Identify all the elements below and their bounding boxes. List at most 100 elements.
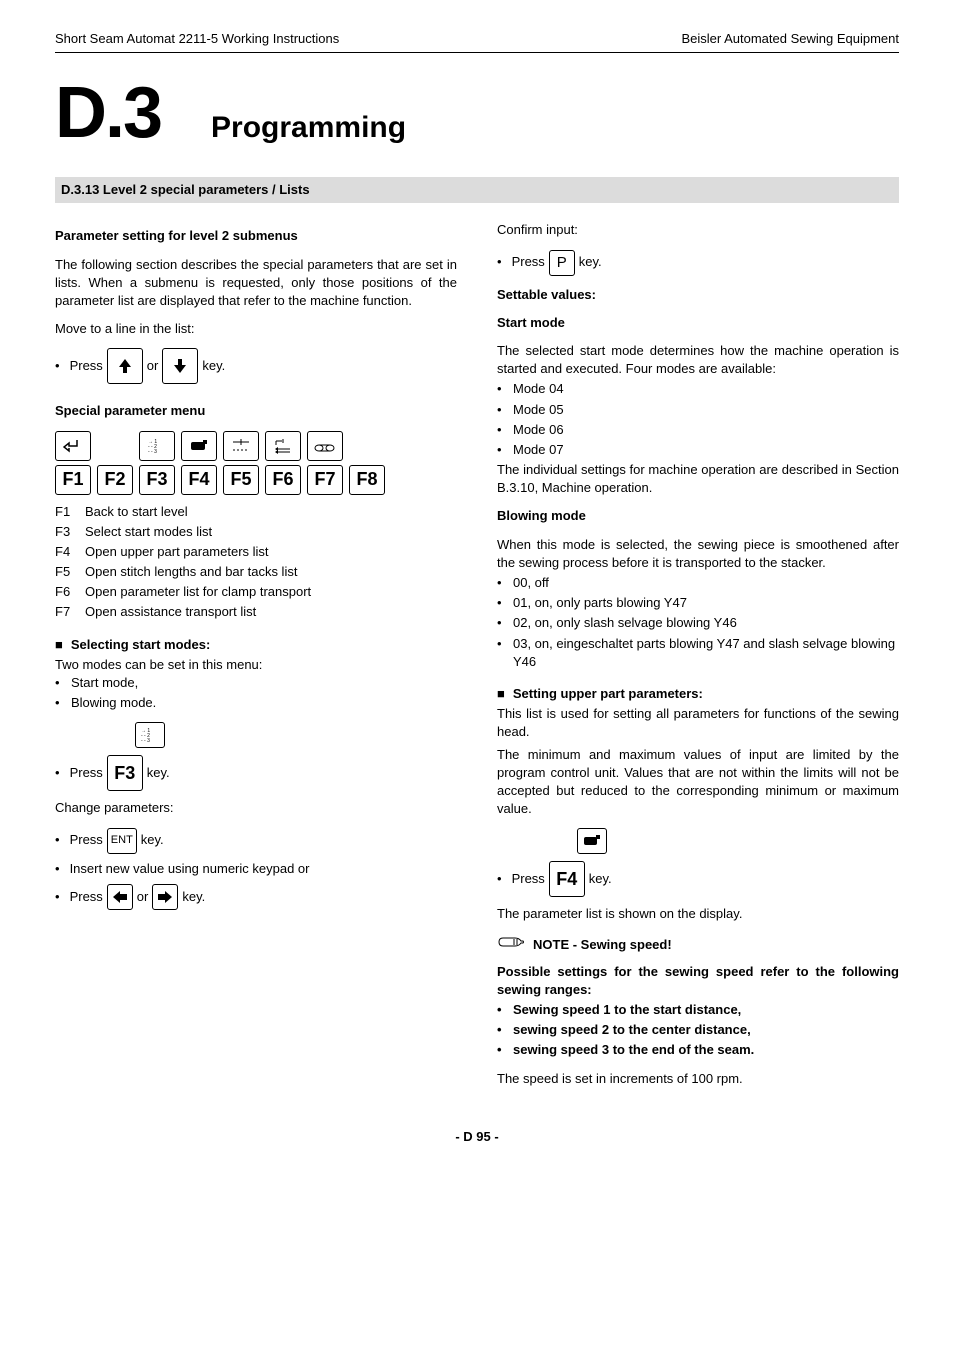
svg-text:- - 3: - - 3 [141, 738, 150, 743]
fn-definitions: F1Back to start level F3Select start mod… [55, 503, 457, 622]
left-column: Parameter setting for level 2 submenus T… [55, 221, 457, 1097]
key-label: key. [589, 870, 612, 888]
selecting-modes-intro: Two modes can be set in this menu: [55, 656, 457, 674]
arrow-left-key-icon [107, 884, 133, 910]
f4-key-icon: F4 [181, 465, 217, 495]
press-label: Press [70, 357, 103, 375]
list-item: Mode 07 [497, 441, 899, 459]
param-list-shown: The parameter list is shown on the displ… [497, 905, 899, 923]
f6-clamp-icon [265, 431, 301, 461]
f8-key-icon: F8 [349, 465, 385, 495]
arrow-down-key-icon [162, 348, 198, 384]
title-block: D.3 Programming [55, 81, 899, 149]
hand-pointing-icon [497, 933, 525, 956]
def-val: Back to start level [85, 503, 188, 521]
header-left: Short Seam Automat 2211-5 Working Instru… [55, 30, 339, 48]
or-label: or [137, 888, 149, 906]
list-item: Mode 04 [497, 380, 899, 398]
list-item: 01, on, only parts blowing Y47 [497, 594, 899, 612]
f4-upper-part-icon [181, 431, 217, 461]
f4-upper-small-icon [577, 828, 607, 854]
or-label: or [147, 357, 159, 375]
note-items-list: Sewing speed 1 to the start distance, se… [497, 1001, 899, 1060]
section-number: D.3 [55, 81, 161, 146]
blowing-mode-title: Blowing mode [497, 507, 899, 525]
press-label: Press [512, 253, 545, 271]
insert-value-line: Insert new value using numeric keypad or [55, 860, 457, 878]
list-item: sewing speed 3 to the end of the seam. [497, 1041, 899, 1059]
change-params-text: Change parameters: [55, 799, 457, 817]
note-line: NOTE - Sewing speed! [497, 933, 899, 956]
start-mode-title: Start mode [497, 314, 899, 332]
def-val: Select start modes list [85, 523, 212, 541]
press-left-right-line: Press or key. [55, 884, 457, 910]
press-label: Press [512, 870, 545, 888]
insert-value-text: Insert new value using numeric keypad or [70, 860, 310, 878]
settable-values-title: Settable values: [497, 286, 899, 304]
list-item: Start mode, [55, 674, 457, 692]
selecting-modes-heading: Selecting start modes: [55, 636, 457, 654]
confirm-input-text: Confirm input: [497, 221, 899, 239]
f3-key-icon: F3 [139, 465, 175, 495]
f6-key-icon: F6 [265, 465, 301, 495]
press-f3-line: Press F3 key. [55, 755, 457, 791]
press-arrow-keys-line: Press or key. [55, 348, 457, 384]
def-key: F6 [55, 583, 85, 601]
key-label: key. [579, 253, 602, 271]
def-val: Open stitch lengths and bar tacks list [85, 563, 297, 581]
page-footer: - D 95 - [55, 1128, 899, 1146]
list-item: Mode 06 [497, 421, 899, 439]
list-item: 03, on, eingeschaltet parts blowing Y47 … [497, 635, 899, 671]
f3-list-icon: → 1- - 2- - 3 [139, 431, 175, 461]
note-title: NOTE - Sewing speed! [533, 936, 672, 954]
special-menu-title: Special parameter menu [55, 402, 457, 420]
f2-key-icon: F2 [97, 465, 133, 495]
list-item: 02, on, only slash selvage blowing Y46 [497, 614, 899, 632]
def-key: F3 [55, 523, 85, 541]
key-label: key. [202, 357, 225, 375]
speed-tail: The speed is set in increments of 100 rp… [497, 1070, 899, 1088]
upper-body2: The minimum and maximum values of input … [497, 746, 899, 819]
def-val: Open upper part parameters list [85, 543, 269, 561]
key-label: key. [141, 831, 164, 849]
upper-params-heading: Setting upper part parameters: [497, 685, 899, 703]
header-right: Beisler Automated Sewing Equipment [681, 30, 899, 48]
svg-text:- - 3: - - 3 [148, 449, 157, 455]
key-label: key. [147, 764, 170, 782]
p-key-icon: P [549, 250, 575, 276]
f5-key-icon: F5 [223, 465, 259, 495]
press-label: Press [70, 888, 103, 906]
blowing-mode-body: When this mode is selected, the sewing p… [497, 536, 899, 572]
def-val: Open parameter list for clamp transport [85, 583, 311, 601]
list-item: 00, off [497, 574, 899, 592]
function-key-row: F1 F2 → 1- - 2- - 3 F3 F4 [55, 431, 457, 495]
list-item: sewing speed 2 to the center distance, [497, 1021, 899, 1039]
param-setting-body: The following section describes the spec… [55, 256, 457, 311]
press-label: Press [70, 831, 103, 849]
def-key: F7 [55, 603, 85, 621]
def-val: Open assistance transport list [85, 603, 256, 621]
note-body: Possible settings for the sewing speed r… [497, 963, 899, 999]
blowing-mode-list: 00, off 01, on, only parts blowing Y47 0… [497, 574, 899, 671]
def-key: F1 [55, 503, 85, 521]
f1-key-icon: F1 [55, 465, 91, 495]
start-mode-tail: The individual settings for machine oper… [497, 461, 899, 497]
press-label: Press [70, 764, 103, 782]
f1-return-icon [55, 431, 91, 461]
move-line-text: Move to a line in the list: [55, 320, 457, 338]
arrow-up-key-icon [107, 348, 143, 384]
press-ent-line: Press ENT key. [55, 828, 457, 854]
right-column: Confirm input: Press P key. Settable val… [497, 221, 899, 1097]
press-p-line: Press P key. [497, 250, 899, 276]
f7-transport-icon [307, 431, 343, 461]
start-mode-list: Mode 04 Mode 05 Mode 06 Mode 07 [497, 380, 899, 459]
f4-key-icon: F4 [549, 861, 585, 897]
press-f4-line: Press F4 key. [497, 861, 899, 897]
section-title: Programming [211, 101, 406, 149]
f5-stitch-icon [223, 431, 259, 461]
page-header: Short Seam Automat 2211-5 Working Instru… [55, 30, 899, 53]
f7-key-icon: F7 [307, 465, 343, 495]
list-item: Blowing mode. [55, 694, 457, 712]
def-key: F4 [55, 543, 85, 561]
def-key: F5 [55, 563, 85, 581]
